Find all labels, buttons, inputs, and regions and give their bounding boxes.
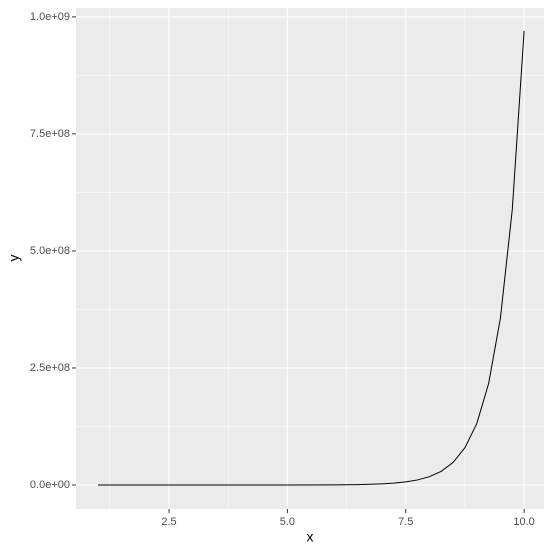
y-tick-label: 2.5e+08 <box>30 362 70 374</box>
y-axis-title: y <box>6 255 22 262</box>
y-tick-label: 5.0e+08 <box>30 245 70 257</box>
y-tick-label: 7.5e+08 <box>30 128 70 140</box>
x-tick-label: 7.5 <box>398 516 413 528</box>
x-axis-title: x <box>307 529 314 545</box>
line <box>98 30 525 486</box>
x-tick-label: 5.0 <box>280 516 295 528</box>
x-tick-label: 10.0 <box>513 516 534 528</box>
x-tick-label: 2.5 <box>161 516 176 528</box>
y-tick-label: 1.0e+09 <box>30 11 70 23</box>
panel <box>76 8 544 509</box>
y-tick-label: 0.0e+00 <box>30 479 70 491</box>
